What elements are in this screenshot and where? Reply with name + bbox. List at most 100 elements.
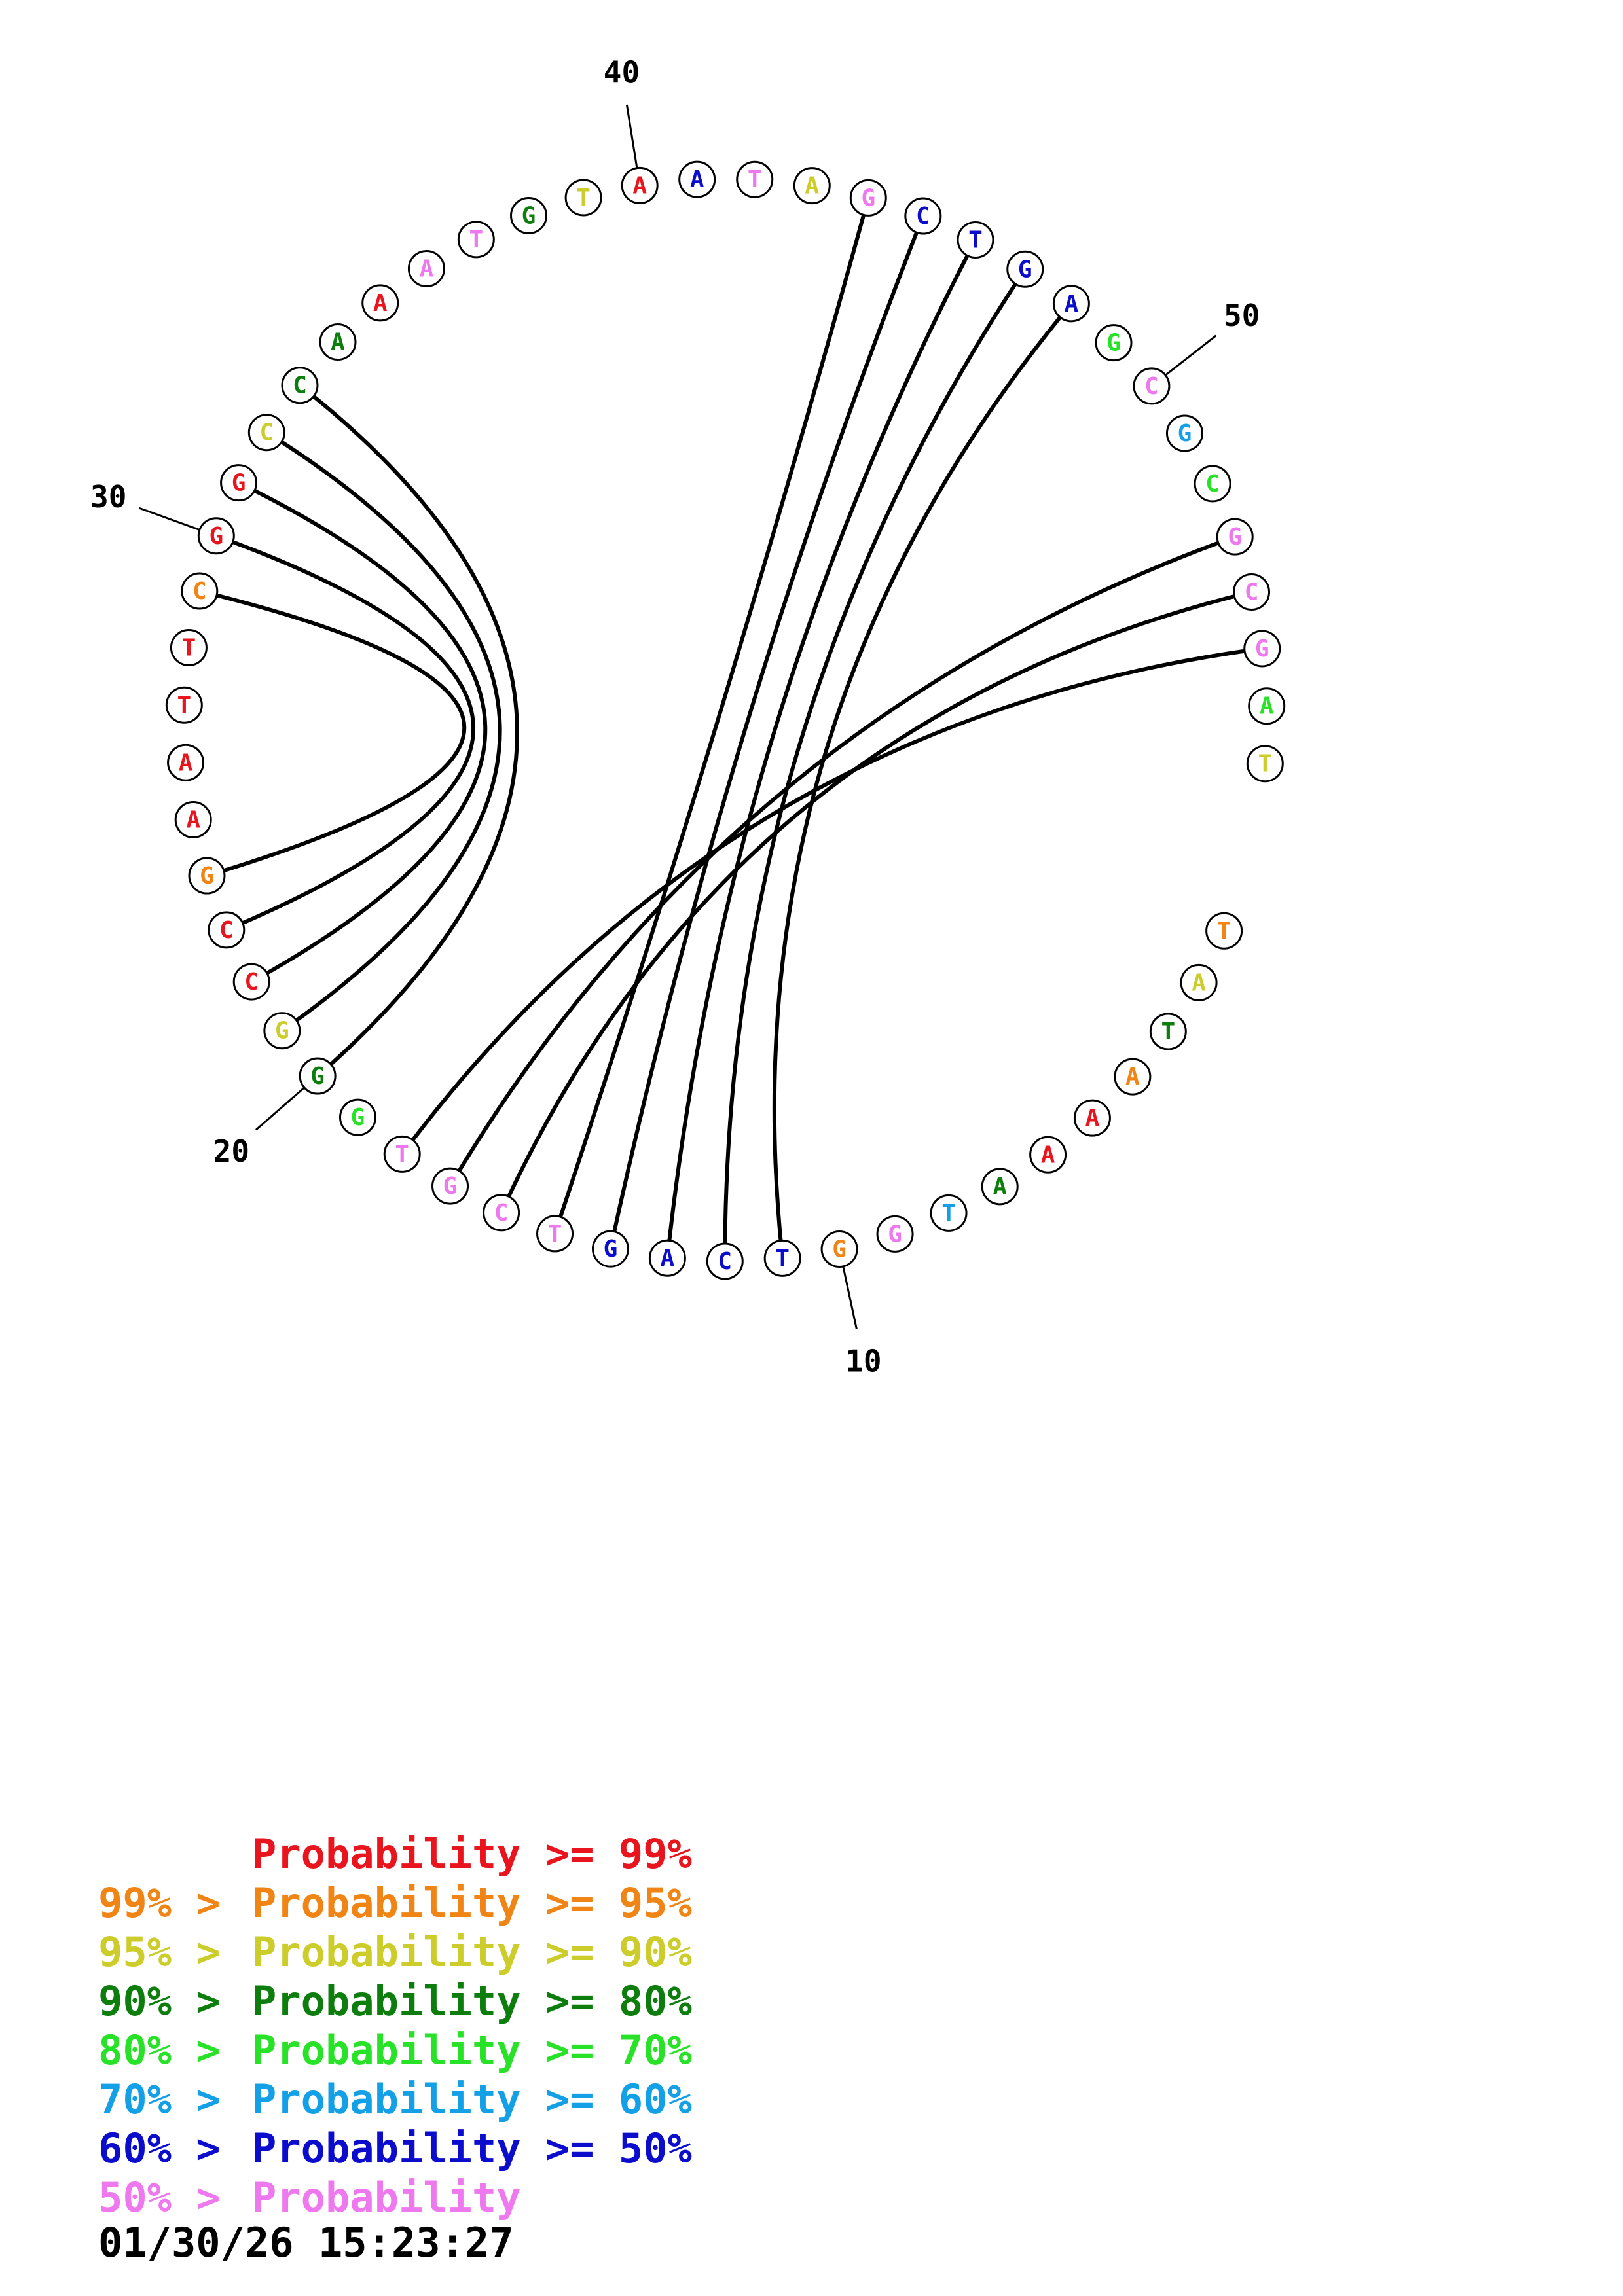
base-circle [678, 160, 716, 198]
base-letter: C [219, 917, 234, 944]
legend-row: 95% > Probability >= 90% [98, 1928, 692, 1977]
base-letter: A [632, 172, 647, 199]
pair-arc-20-33 [299, 384, 519, 1078]
base-19: G [338, 1098, 376, 1136]
base-letter: T [182, 635, 196, 662]
base-circle [510, 197, 548, 235]
base-letter: C [916, 203, 930, 230]
base-35: A [361, 284, 399, 322]
base-24: G [188, 857, 226, 895]
base-letter: G [200, 863, 214, 889]
position-ticks: 10 20 30 40 50 [90, 55, 1260, 1379]
base-circle [1216, 518, 1254, 556]
base-56: A [1248, 687, 1286, 725]
base-letter: T [775, 1245, 790, 1272]
legend-text: Probability >= 80% [252, 1977, 692, 2025]
base-44: G [849, 179, 887, 217]
base-39: T [564, 179, 602, 217]
pair-arc-17-53 [448, 535, 1236, 1187]
legend-prefix: 90% > [98, 1977, 221, 2025]
base-circle [1180, 963, 1218, 1001]
base-33: C [281, 367, 319, 404]
base-circle [167, 744, 205, 781]
base-8: T [930, 1194, 968, 1232]
base-circle [793, 167, 831, 205]
base-letter: C [259, 420, 274, 446]
base-letter: G [522, 203, 536, 230]
base-letter: A [805, 173, 819, 200]
base-13: A [648, 1239, 686, 1277]
base-circle [361, 284, 399, 322]
base-31: G [220, 464, 258, 502]
base-circle [904, 197, 942, 235]
pair-arc-11-48 [772, 302, 1073, 1259]
base-letter: T [395, 1141, 409, 1168]
base-letter: C [244, 969, 259, 996]
base-letter: A [420, 255, 434, 282]
base-circle [536, 1215, 574, 1253]
base-circle [981, 1168, 1019, 1206]
base-23: C [208, 911, 246, 949]
legend-row: 80% > Probability >= 70% [98, 2026, 692, 2075]
legend-row: 50% > Probability [98, 2173, 692, 2222]
pair-arc-12-47 [723, 268, 1027, 1262]
base-45: C [904, 197, 942, 235]
tick-30 [139, 507, 200, 531]
base-49: G [1095, 324, 1133, 362]
base-41: A [678, 160, 716, 198]
base-54: C [1233, 573, 1271, 611]
base-circle [957, 221, 994, 259]
pair-arc-15-44 [553, 197, 871, 1234]
base-53: G [1216, 518, 1254, 556]
base-circle [220, 464, 258, 502]
base-30: G [197, 517, 235, 555]
legend-text: Probability >= 70% [252, 2026, 692, 2074]
base-10: G [820, 1230, 858, 1268]
probability-legend: Probability >= 99% 99% > Probability >= 95… [98, 1829, 692, 2222]
base-letter: A [661, 1245, 675, 1272]
base-letter: C [192, 578, 207, 605]
base-letter: T [576, 185, 591, 211]
base-circle [197, 517, 235, 555]
base-7: A [981, 1168, 1019, 1206]
tick-20 [255, 1086, 305, 1131]
base-50: C [1133, 367, 1171, 405]
base-43: A [793, 167, 831, 205]
base-letter: A [186, 807, 200, 834]
base-circle [299, 1057, 337, 1095]
base-letter: G [1018, 256, 1032, 283]
legend-prefix: 70% > [98, 2075, 221, 2123]
base-3: T [1149, 1013, 1187, 1050]
base-2: A [1180, 963, 1218, 1001]
base-circle [281, 367, 319, 404]
base-27: T [165, 686, 203, 724]
base-circle [1233, 573, 1271, 611]
base-circle [165, 686, 203, 724]
base-circle [591, 1230, 629, 1268]
base-circle [247, 414, 285, 452]
base-circle [170, 629, 208, 667]
base-14: G [591, 1230, 629, 1268]
base-letter: A [690, 166, 704, 193]
base-51: G [1165, 414, 1203, 452]
base-letter: A [993, 1174, 1007, 1200]
base-17: G [431, 1167, 469, 1205]
base-circle [621, 166, 659, 204]
base-letter: A [373, 290, 388, 317]
base-circle [1052, 285, 1090, 323]
base-letter: A [1192, 969, 1206, 996]
pair-arc-21-32 [265, 431, 502, 1033]
base-letter: T [941, 1200, 956, 1227]
position-number-20: 20 [213, 1134, 249, 1169]
base-letter: T [548, 1221, 562, 1247]
base-circle [1165, 414, 1203, 452]
base-letter: C [293, 372, 307, 399]
base-letter: G [310, 1063, 325, 1090]
base-1: T [1205, 912, 1243, 950]
base-48: A [1052, 285, 1090, 323]
base-letter: G [604, 1236, 618, 1263]
base-letter: G [861, 185, 875, 211]
base-circle [930, 1194, 968, 1232]
timestamp: 01/30/26 15:23:27 [98, 2219, 514, 2267]
base-letter: G [351, 1104, 365, 1131]
